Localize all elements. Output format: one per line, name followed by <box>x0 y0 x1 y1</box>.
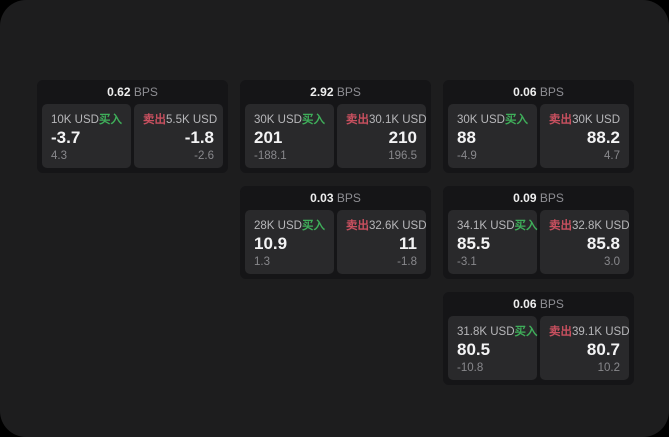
buy-price: -3.7 <box>51 128 81 148</box>
buy-tile[interactable]: 30K USD 买入 201 -188.1 <box>245 104 334 168</box>
quote-card: 0.06 BPS 31.8K USD 买入 80.5 -10.8 卖出 39.1… <box>443 292 634 385</box>
sell-amount: 32.6K USD <box>369 220 427 232</box>
buy-tile[interactable]: 31.8K USD 买入 80.5 -10.8 <box>448 316 538 380</box>
buy-sub-value: -3.1 <box>457 256 477 268</box>
buy-label: 买入 <box>505 114 528 126</box>
buy-label: 买入 <box>99 114 122 126</box>
sell-amount: 5.5K USD <box>166 114 218 126</box>
quote-card: 0.03 BPS 28K USD 买入 10.9 1.3 卖出 32.6K US… <box>240 186 431 279</box>
buy-amount: 28K USD <box>254 220 302 232</box>
bps-unit-label: BPS <box>539 85 564 99</box>
sell-price: -1.8 <box>184 128 214 148</box>
buy-tile[interactable]: 28K USD 买入 10.9 1.3 <box>245 210 334 274</box>
buy-label: 买入 <box>514 220 538 232</box>
buy-label: 买入 <box>302 220 325 232</box>
quote-tiles: 28K USD 买入 10.9 1.3 卖出 32.6K USD 11 -1.8 <box>240 210 431 279</box>
buy-price: 201 <box>254 128 283 148</box>
buy-tile[interactable]: 34.1K USD 买入 85.5 -3.1 <box>448 210 538 274</box>
sell-price: 85.8 <box>586 234 620 254</box>
bps-unit-label: BPS <box>539 297 564 311</box>
sell-tile[interactable]: 卖出 30.1K USD 210 196.5 <box>337 104 427 168</box>
spread-header: 2.92 BPS <box>240 80 431 104</box>
buy-amount: 30K USD <box>254 114 302 126</box>
quote-tiles: 31.8K USD 买入 80.5 -10.8 卖出 39.1K USD 80.… <box>443 316 634 385</box>
buy-sub-value: -10.8 <box>457 362 484 374</box>
sell-label: 卖出 <box>346 220 369 232</box>
buy-tile[interactable]: 10K USD 买入 -3.7 4.3 <box>42 104 131 168</box>
sell-tile[interactable]: 卖出 32.6K USD 11 -1.8 <box>337 210 427 274</box>
sell-price: 80.7 <box>586 340 620 360</box>
bps-unit-label: BPS <box>336 191 361 205</box>
sell-tile[interactable]: 卖出 32.8K USD 85.8 3.0 <box>540 210 630 274</box>
buy-sub-value: -188.1 <box>254 150 287 162</box>
buy-price: 85.5 <box>457 234 491 254</box>
spread-header: 0.62 BPS <box>37 80 228 104</box>
bps-unit-label: BPS <box>539 191 564 205</box>
sell-tile[interactable]: 卖出 30K USD 88.2 4.7 <box>540 104 629 168</box>
sell-label: 卖出 <box>549 220 572 232</box>
sell-amount: 30.1K USD <box>369 114 427 126</box>
quote-card-grid: 0.62 BPS 10K USD 买入 -3.7 4.3 卖出 5.5K USD… <box>37 80 634 385</box>
buy-label: 买入 <box>514 326 538 338</box>
sell-label: 卖出 <box>549 326 572 338</box>
quote-tiles: 10K USD 买入 -3.7 4.3 卖出 5.5K USD -1.8 -2.… <box>37 104 228 173</box>
quote-card: 2.92 BPS 30K USD 买入 201 -188.1 卖出 30.1K … <box>240 80 431 173</box>
spread-header: 0.06 BPS <box>443 80 634 104</box>
spread-value: 0.06 <box>513 85 537 99</box>
sell-amount: 32.8K USD <box>572 220 630 232</box>
spread-header: 0.03 BPS <box>240 186 431 210</box>
sell-sub-value: 3.0 <box>604 256 620 268</box>
sell-amount: 30K USD <box>572 114 620 126</box>
bps-unit-label: BPS <box>133 85 158 99</box>
sell-label: 卖出 <box>549 114 572 126</box>
sell-sub-value: 4.7 <box>604 150 620 162</box>
sell-sub-value: -1.8 <box>397 256 417 268</box>
sell-sub-value: -2.6 <box>194 150 214 162</box>
spread-value: 0.03 <box>310 191 334 205</box>
sell-price: 210 <box>388 128 417 148</box>
sell-tile[interactable]: 卖出 5.5K USD -1.8 -2.6 <box>134 104 223 168</box>
spread-value: 0.09 <box>513 191 537 205</box>
buy-amount: 31.8K USD <box>457 326 515 338</box>
buy-sub-value: 4.3 <box>51 150 67 162</box>
quote-card: 0.06 BPS 30K USD 买入 88 -4.9 卖出 30K USD 8… <box>443 80 634 173</box>
sell-sub-value: 10.2 <box>597 362 620 374</box>
sell-tile[interactable]: 卖出 39.1K USD 80.7 10.2 <box>540 316 630 380</box>
buy-amount: 30K USD <box>457 114 505 126</box>
spread-value: 0.62 <box>107 85 131 99</box>
quote-card: 0.09 BPS 34.1K USD 买入 85.5 -3.1 卖出 32.8K… <box>443 186 634 279</box>
quote-tiles: 30K USD 买入 88 -4.9 卖出 30K USD 88.2 4.7 <box>443 104 634 173</box>
sell-label: 卖出 <box>346 114 369 126</box>
buy-label: 买入 <box>302 114 325 126</box>
sell-amount: 39.1K USD <box>572 326 630 338</box>
quote-card: 0.62 BPS 10K USD 买入 -3.7 4.3 卖出 5.5K USD… <box>37 80 228 173</box>
bps-unit-label: BPS <box>336 85 361 99</box>
sell-sub-value: 196.5 <box>388 150 417 162</box>
sell-price: 88.2 <box>586 128 620 148</box>
sell-price: 11 <box>399 234 417 254</box>
buy-price: 88 <box>457 128 476 148</box>
buy-price: 10.9 <box>254 234 288 254</box>
buy-sub-value: 1.3 <box>254 256 270 268</box>
quote-tiles: 30K USD 买入 201 -188.1 卖出 30.1K USD 210 1… <box>240 104 431 173</box>
quote-tiles: 34.1K USD 买入 85.5 -3.1 卖出 32.8K USD 85.8… <box>443 210 634 279</box>
buy-tile[interactable]: 30K USD 买入 88 -4.9 <box>448 104 537 168</box>
spread-header: 0.09 BPS <box>443 186 634 210</box>
buy-price: 80.5 <box>457 340 491 360</box>
buy-amount: 10K USD <box>51 114 99 126</box>
buy-sub-value: -4.9 <box>457 150 477 162</box>
buy-amount: 34.1K USD <box>457 220 515 232</box>
spread-value: 0.06 <box>513 297 537 311</box>
sell-label: 卖出 <box>143 114 166 126</box>
spread-header: 0.06 BPS <box>443 292 634 316</box>
spread-value: 2.92 <box>310 85 334 99</box>
